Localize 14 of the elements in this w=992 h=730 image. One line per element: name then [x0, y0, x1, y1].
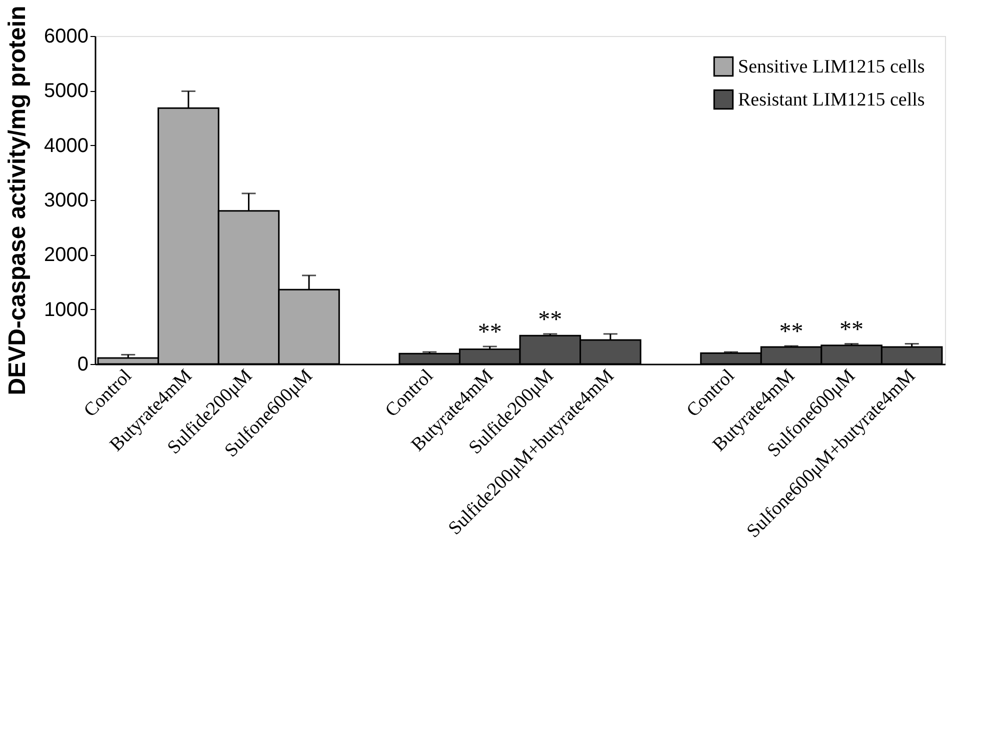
legend-label: Resistant LIM1215 cells: [738, 90, 925, 110]
data-label: **: [478, 320, 502, 346]
y-tick-label: 4000: [44, 134, 88, 157]
legend-label: Sensitive LIM1215 cells: [738, 56, 925, 78]
y-tick-label: 0: [77, 354, 88, 376]
data-label: **: [840, 316, 864, 343]
y-tick-label: 1000: [44, 298, 88, 321]
y-tick-label: 3000: [44, 190, 88, 212]
data-label: **: [779, 318, 804, 345]
y-tick-label: 2000: [44, 244, 88, 266]
data-label: **: [538, 306, 562, 333]
y-tick-label: 6000: [44, 26, 88, 48]
y-axis-title: DEVD-caspase activity/mg protein: [4, 6, 32, 396]
y-tick-label: 5000: [44, 80, 88, 102]
